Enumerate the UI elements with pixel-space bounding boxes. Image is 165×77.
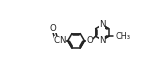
- Text: O: O: [86, 36, 93, 45]
- Text: C: C: [54, 36, 60, 45]
- Text: N: N: [99, 20, 105, 29]
- Text: N: N: [99, 35, 105, 45]
- Text: O: O: [50, 24, 57, 33]
- Text: CH₃: CH₃: [115, 32, 130, 41]
- Text: N: N: [59, 36, 66, 45]
